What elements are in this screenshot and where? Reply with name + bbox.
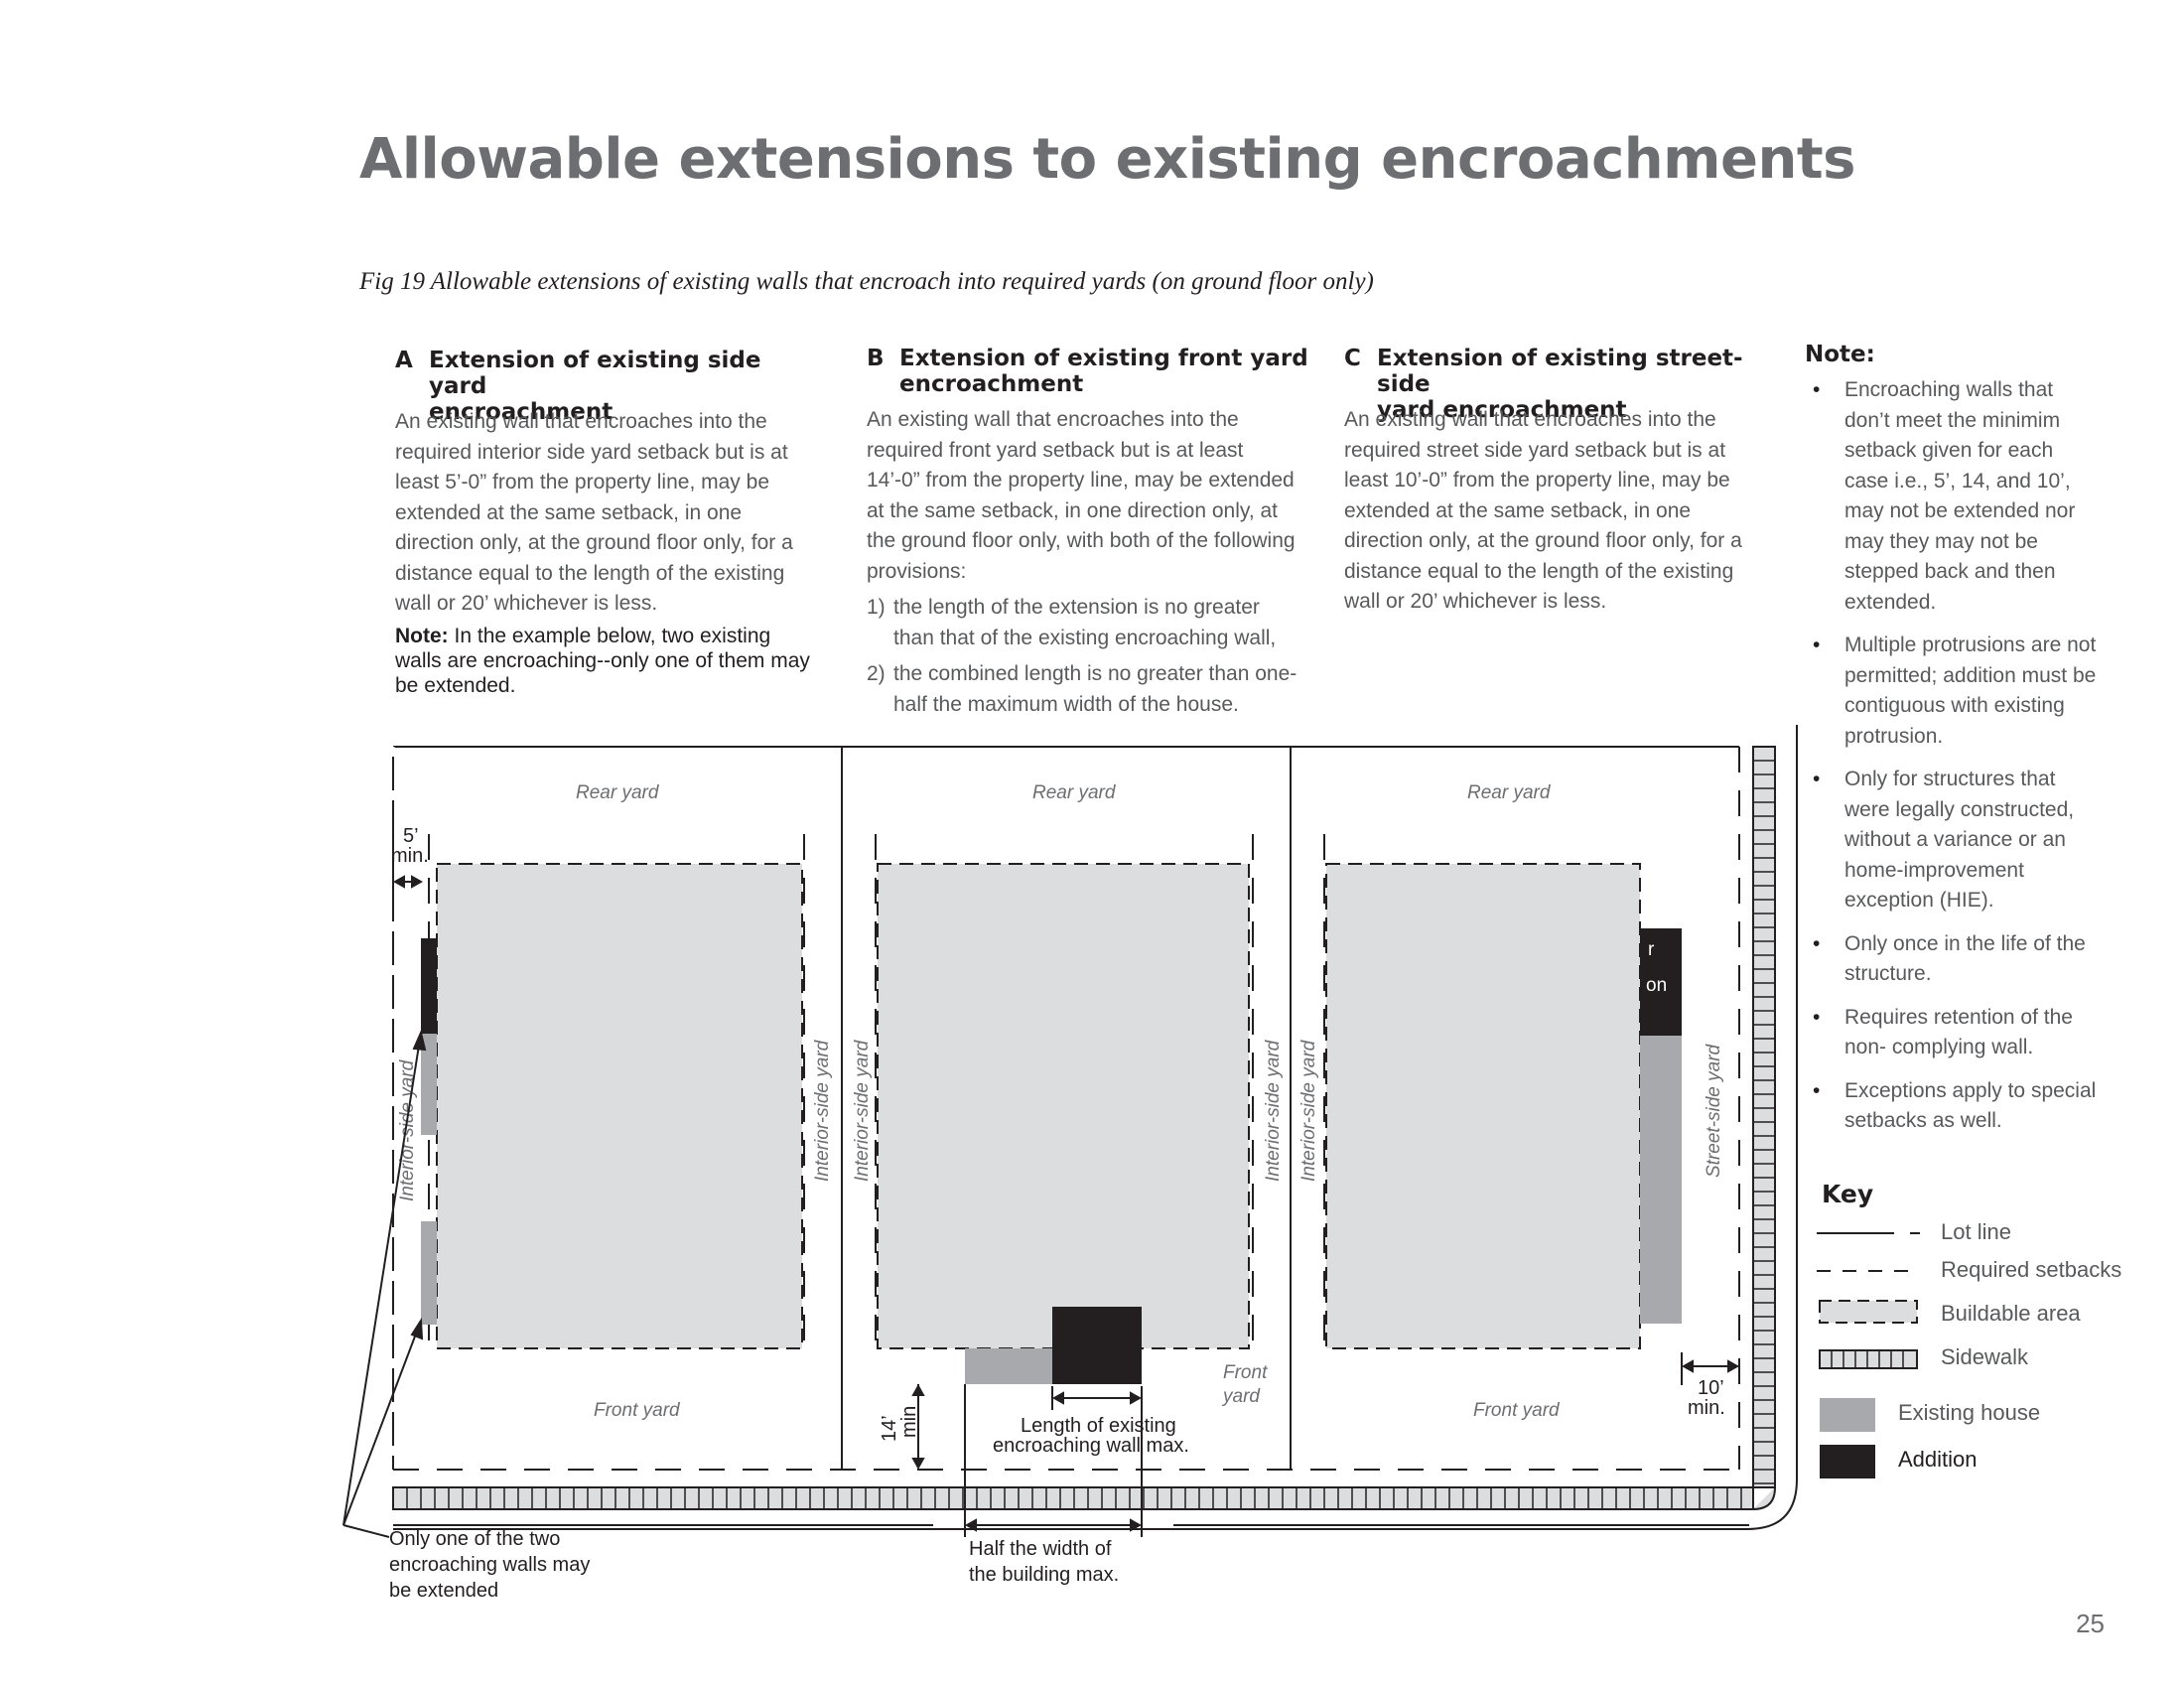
interior-side-yard-label-c: Interior-side yard [1298, 1039, 1319, 1182]
key-label-lot-line: Lot line [1941, 1219, 2011, 1244]
buildable-area-b [878, 864, 1249, 1348]
sidewalk [392, 725, 1798, 1530]
dim-5-label: 5’ [403, 825, 419, 847]
section-b-list-item-2: 2) the combined length is no greater than… [867, 662, 1297, 716]
section-a-note-label: Note: [395, 625, 449, 647]
interior-side-yard-label-b-right: Interior-side yard [1263, 1039, 1284, 1182]
section-a-body: An existing wall that encroaches into th… [395, 410, 793, 615]
dim-10-label: 10’ [1698, 1377, 1724, 1399]
key-swatch-sidewalk [1819, 1349, 1918, 1369]
section-a-letter: A [395, 348, 413, 373]
section-b-heading: Extension of existing front yard encroac… [899, 346, 1308, 397]
existing-wall-a-lower [421, 1221, 437, 1325]
street-side-yard-label-c: Street-side yard [1704, 1043, 1724, 1178]
key-label-sidewalk: Sidewalk [1941, 1344, 2029, 1369]
dim-14-label: 14’ [879, 1415, 900, 1442]
side-note-list: • Encroaching walls that don’t meet the m… [1805, 375, 2103, 1150]
side-note-item: • Requires retention of the non- complyin… [1813, 1005, 2073, 1059]
key-label-required-setbacks: Required setbacks [1941, 1257, 2122, 1282]
callout-half-width-line2: the building max. [969, 1564, 1119, 1586]
section-c-body: An existing wall that encroaches into th… [1344, 408, 1742, 613]
side-note-item: • Exceptions apply to special setbacks as… [1813, 1078, 2097, 1133]
key-swatch-existing-house [1820, 1398, 1875, 1432]
callout-one-of-two-line2: encroaching walls may [389, 1554, 590, 1576]
side-note-item: • Only once in the life of the structure. [1813, 931, 2086, 986]
buildable-area-b-outline [877, 863, 1250, 1349]
side-note-item: • Encroaching walls that don’t meet the m… [1813, 378, 2076, 614]
rear-yard-label-c: Rear yard [1467, 782, 1552, 803]
interior-side-yard-label-a-right: Interior-side yard [812, 1039, 833, 1182]
addition-c [1640, 928, 1682, 1036]
section-b-list-item-1: 1) the length of the extension is no grea… [867, 596, 1277, 649]
callout-half-width-line1: Half the width of [969, 1538, 1112, 1560]
key-swatches [1817, 1232, 1920, 1478]
section-b-letter: B [867, 346, 885, 371]
front-yard-label-c: Front yard [1473, 1400, 1561, 1421]
dim-14-min-label: min [898, 1406, 920, 1438]
figure-caption: Fig 19 Allowable extensions of existing … [359, 268, 1374, 295]
side-note-item: • Only for structures that were legally c… [1813, 768, 2075, 912]
dim-14-arrow [911, 1383, 925, 1471]
page-number: 25 [2076, 1609, 2105, 1638]
dim-half-width-arrow [393, 1384, 1749, 1537]
callout-one-of-two-arrows [342, 1029, 427, 1538]
side-note-item: • Multiple protrusions are not permitted;… [1813, 633, 2097, 748]
addition-c-partial-label: on [1646, 975, 1667, 996]
buildable-area-c [1326, 864, 1640, 1348]
existing-wall-c [1640, 1036, 1682, 1324]
callout-length-line1: Length of existing [1021, 1415, 1176, 1437]
section-c-letter: C [1344, 346, 1361, 371]
front-yard-label-a: Front yard [594, 1400, 681, 1421]
front-yard-label-b-line1: Front [1223, 1362, 1268, 1383]
dim-5-min-label: min. [391, 845, 429, 867]
callout-one-of-two-line3: be extended [389, 1580, 498, 1602]
section-b-body: An existing wall that encroaches into th… [867, 405, 1298, 720]
interior-side-yard-label-b-left: Interior-side yard [852, 1039, 873, 1182]
side-note-heading: Note: [1805, 342, 1875, 367]
buildable-area-a-outline [436, 863, 803, 1349]
key-label-buildable-area: Buildable area [1941, 1301, 2081, 1326]
callout-one-of-two-line1: Only one of the two [389, 1528, 560, 1550]
section-a-note-text: In the example below, two existing walls… [395, 625, 810, 697]
addition-a [421, 938, 437, 1034]
section-a-note: Note: In the example below, two existing… [395, 624, 822, 698]
dim-5-arrow [392, 820, 424, 894]
required-setback-lines [391, 747, 1740, 1471]
page-title: Allowable extensions to existing encroac… [359, 127, 1855, 192]
key-label-existing-house: Existing house [1898, 1400, 2041, 1425]
key-label-addition: Addition [1898, 1447, 1978, 1472]
interior-side-yard-label-a: Interior-side yard [397, 1058, 418, 1201]
key-swatch-buildable-area [1819, 1300, 1918, 1324]
addition-b [1052, 1307, 1142, 1384]
dim-length-arrow [1051, 1386, 1143, 1410]
rear-yard-label-b: Rear yard [1032, 782, 1117, 803]
section-c-heading: Extension of existing street-side yard e… [1377, 346, 1743, 423]
key-heading: Key [1822, 1180, 1874, 1208]
key-swatch-addition [1820, 1445, 1875, 1478]
addition-c-partial-label-top: r [1648, 939, 1655, 960]
section-a-heading: Extension of existing side yard encroach… [429, 348, 761, 425]
callout-length-line2: encroaching wall max. [993, 1435, 1189, 1457]
front-yard-label-b-line2: yard [1221, 1386, 1261, 1407]
buildable-area-a [437, 864, 802, 1348]
dim-10-arrow [1681, 1352, 1740, 1385]
existing-wall-a-upper [421, 1034, 437, 1135]
existing-wall-b [965, 1348, 1052, 1384]
dim-10-min-label: min. [1688, 1397, 1725, 1419]
rear-yard-label-a: Rear yard [576, 782, 660, 803]
